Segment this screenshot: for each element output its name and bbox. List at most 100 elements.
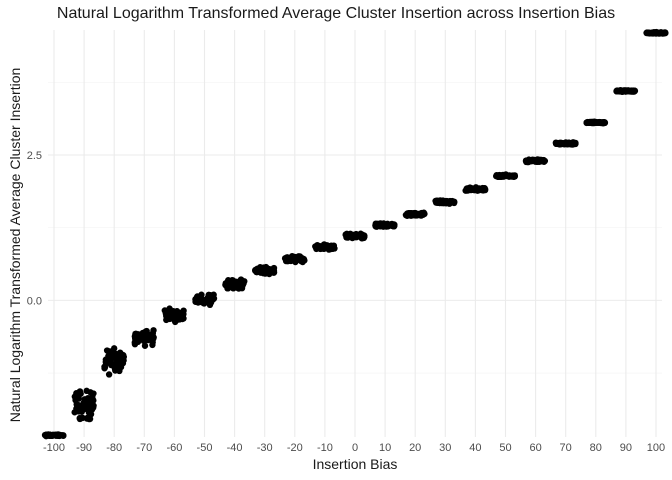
data-point — [599, 119, 606, 126]
data-point — [84, 394, 92, 402]
data-point — [85, 409, 93, 416]
x-tick-label: -20 — [287, 442, 303, 454]
data-point — [114, 356, 122, 363]
data-point — [569, 141, 576, 148]
data-point — [103, 347, 111, 354]
data-point — [88, 401, 96, 408]
x-axis-label: Insertion Bias — [312, 456, 398, 472]
data-point — [481, 186, 489, 194]
data-point — [193, 294, 201, 301]
data-point — [150, 327, 157, 334]
data-point — [230, 281, 237, 289]
data-point — [391, 221, 398, 228]
data-point — [298, 256, 306, 263]
data-point — [44, 431, 51, 438]
data-point — [590, 119, 598, 126]
data-point — [403, 212, 411, 219]
data-point — [584, 119, 591, 126]
data-point — [173, 310, 181, 318]
data-point — [538, 158, 546, 165]
data-point — [270, 269, 278, 276]
chart-title: Natural Logarithm Transformed Average Cl… — [56, 5, 616, 22]
data-point — [506, 172, 514, 180]
data-point — [523, 157, 530, 164]
data-point — [342, 231, 350, 238]
data-point — [200, 300, 208, 307]
x-tick-label: -30 — [257, 442, 273, 454]
x-tick-label: 80 — [590, 442, 602, 454]
data-point — [649, 29, 656, 37]
x-tick-label: 10 — [379, 442, 391, 454]
data-point — [164, 313, 172, 320]
y-axis-label: Natural Logarithm Transformed Average Cl… — [7, 67, 23, 423]
data-point — [224, 279, 232, 286]
data-point — [660, 29, 667, 37]
y-tick-label: 2.5 — [27, 150, 42, 162]
data-point — [116, 367, 123, 375]
x-tick-label: 70 — [560, 442, 572, 454]
data-point — [108, 360, 116, 368]
x-tick-label: 90 — [620, 442, 632, 454]
data-point — [149, 335, 157, 342]
x-tick-label: 100 — [647, 442, 665, 454]
data-point — [283, 255, 290, 263]
data-point — [111, 350, 119, 357]
data-point — [75, 392, 82, 400]
data-point — [52, 432, 60, 439]
data-point — [198, 291, 205, 298]
data-point — [260, 264, 267, 271]
data-point — [75, 408, 82, 415]
data-point — [290, 256, 298, 263]
data-point — [101, 364, 109, 371]
data-point — [434, 197, 441, 204]
data-point — [620, 87, 628, 94]
x-tick-label: -10 — [317, 442, 333, 454]
data-point — [563, 140, 570, 148]
x-tick-label: 30 — [439, 442, 451, 454]
data-point — [493, 173, 501, 180]
x-tick-label: -80 — [106, 442, 122, 454]
data-point — [205, 291, 212, 299]
y-tick-label: 0.0 — [27, 295, 42, 307]
data-point — [118, 351, 125, 358]
data-point — [643, 29, 651, 36]
x-tick-label: -90 — [76, 442, 92, 454]
x-tick-label: -60 — [166, 442, 182, 454]
data-point — [443, 198, 450, 206]
x-tick-label: 50 — [499, 442, 511, 454]
data-point — [326, 243, 334, 250]
data-point — [79, 414, 86, 422]
x-tick-label: -50 — [197, 442, 213, 454]
data-point — [257, 269, 264, 276]
data-point — [119, 360, 127, 367]
data-point — [313, 242, 320, 250]
data-point — [418, 209, 425, 217]
x-tick-label: -70 — [136, 442, 152, 454]
x-tick-label: 20 — [409, 442, 421, 454]
data-point — [87, 389, 94, 396]
data-point — [239, 281, 246, 288]
data-point — [105, 371, 113, 378]
x-tick-label: 0 — [352, 442, 358, 454]
x-tick-label: -40 — [227, 442, 243, 454]
data-point — [472, 186, 480, 194]
data-point — [141, 342, 149, 349]
data-point — [463, 185, 471, 192]
data-point — [79, 401, 87, 409]
data-point — [499, 172, 506, 180]
x-tick-label: 40 — [469, 442, 481, 454]
data-point — [382, 221, 389, 228]
x-tick-label: 60 — [529, 442, 541, 454]
data-point — [626, 88, 634, 95]
data-point — [110, 345, 118, 352]
data-point — [58, 432, 66, 439]
data-point — [86, 415, 94, 423]
data-point — [143, 331, 150, 338]
data-point — [135, 331, 142, 338]
x-tick-label: -100 — [43, 442, 65, 454]
data-point — [357, 233, 364, 241]
data-point — [372, 223, 380, 230]
data-point — [555, 140, 563, 147]
